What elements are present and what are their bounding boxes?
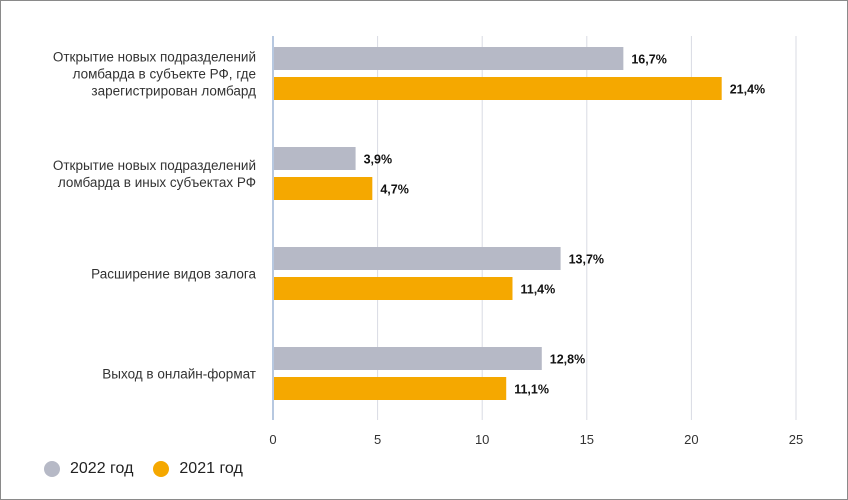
category-label: Выход в онлайн-формат (102, 367, 256, 382)
data-label: 11,1% (514, 383, 549, 397)
bar (274, 347, 542, 370)
data-label: 4,7% (380, 183, 409, 197)
bar (274, 177, 373, 200)
bar (274, 377, 507, 400)
data-label: 16,7% (631, 53, 666, 67)
data-label: 3,9% (364, 153, 393, 167)
x-tick-label: 10 (475, 432, 489, 447)
legend: 2022 год 2021 год (44, 460, 243, 478)
legend-swatch-2021 (153, 461, 170, 477)
category-label: ломбарда в субъекте РФ, где (73, 67, 256, 82)
data-label: 21,4% (730, 83, 765, 97)
legend-label-2022: 2022 год (70, 460, 134, 477)
category-label: Открытие новых подразделений (53, 158, 256, 173)
data-label: 12,8% (550, 353, 585, 367)
x-tick-label: 15 (580, 432, 594, 447)
legend-item-2022: 2022 год (44, 460, 133, 478)
legend-swatch-2022 (44, 461, 60, 477)
category-label: зарегистрирован ломбард (91, 84, 256, 99)
legend-label-2021: 2021 год (179, 460, 243, 477)
data-label: 13,7% (569, 253, 604, 267)
legend-item-2021: 2021 год (153, 460, 243, 478)
bar (274, 47, 624, 70)
bar (274, 147, 356, 170)
bar (274, 277, 513, 300)
x-tick-label: 25 (789, 432, 803, 447)
bar (274, 77, 722, 100)
category-label: Расширение видов залога (91, 267, 256, 282)
category-label: ломбарда в иных субъектах РФ (58, 175, 256, 190)
x-tick-label: 20 (684, 432, 698, 447)
data-label: 11,4% (520, 283, 555, 297)
x-tick-label: 0 (269, 432, 276, 447)
bar (274, 247, 561, 270)
x-tick-label: 5 (374, 432, 381, 447)
category-label: Открытие новых подразделений (53, 50, 256, 65)
